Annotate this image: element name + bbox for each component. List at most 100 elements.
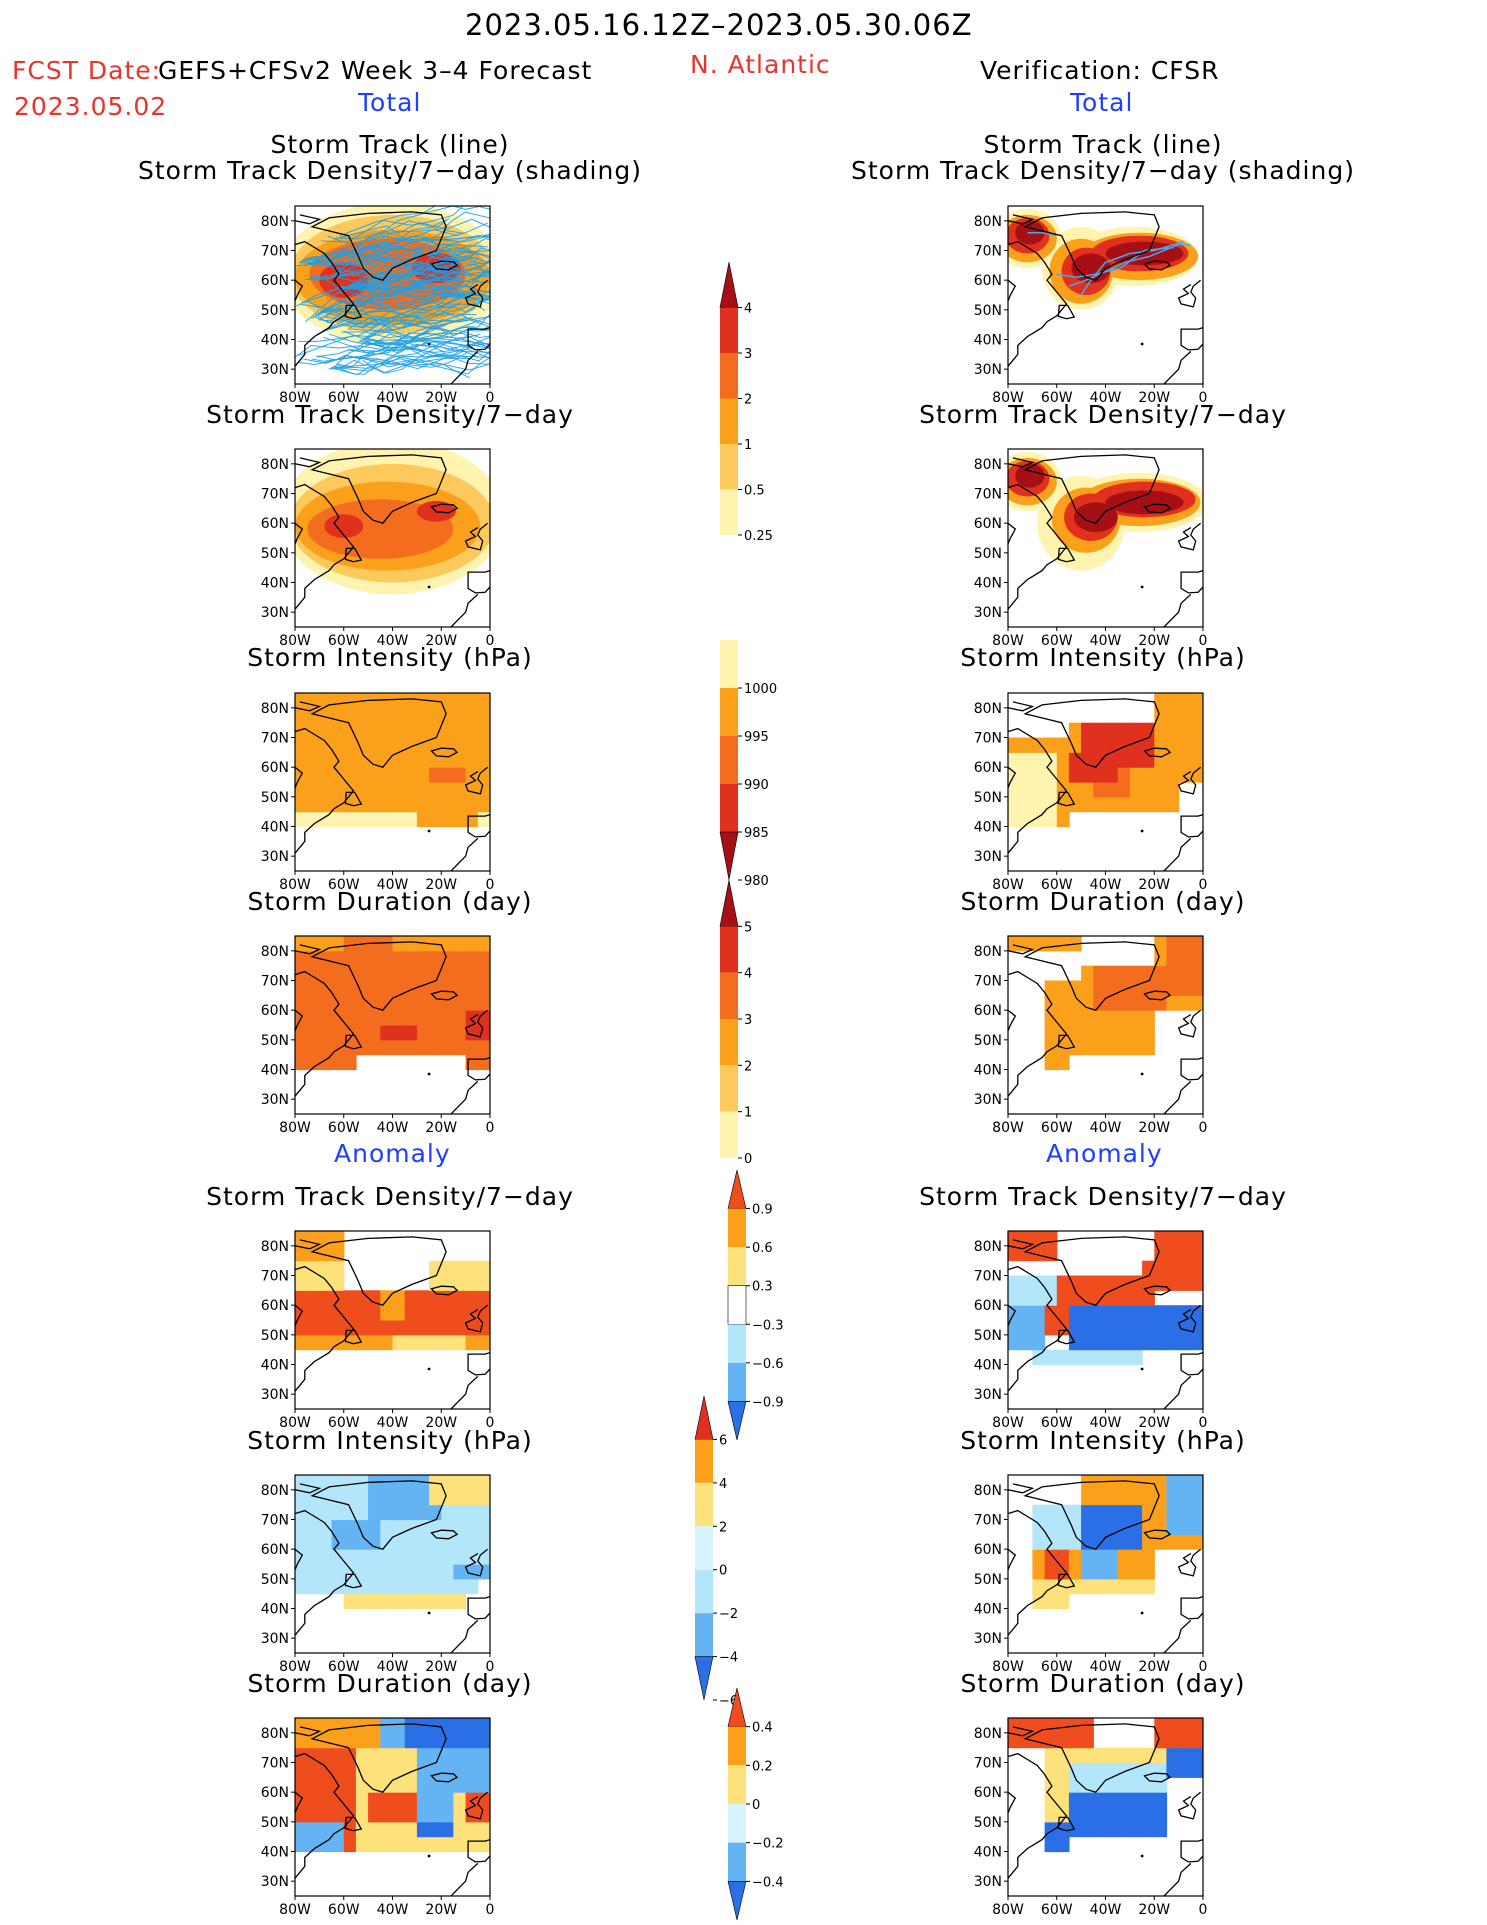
grid-cell [416, 1836, 430, 1853]
grid-cell [1178, 1534, 1192, 1550]
grid-cell [392, 1836, 406, 1853]
lon-label: 20W [425, 633, 457, 649]
grid-cell [1081, 1519, 1094, 1535]
grid-cell [1117, 1039, 1131, 1056]
lon-label: 40W [377, 390, 409, 406]
storm-track-line [339, 235, 490, 261]
grid-cell [355, 965, 369, 982]
grid-cell [416, 722, 430, 739]
lon-label: 80W [279, 390, 311, 406]
grid-cell [1178, 707, 1192, 724]
grid-cell [380, 1489, 394, 1506]
lon-label: 60W [1041, 1902, 1073, 1918]
grid-cell [392, 1475, 406, 1491]
grid-cell [404, 1549, 418, 1565]
grid-cell [416, 1320, 430, 1336]
lat-label: 80N [261, 1726, 289, 1742]
grid-cell [1032, 796, 1046, 813]
grid-cell [1190, 1732, 1203, 1749]
grid-cell [307, 1762, 320, 1778]
lon-label: 60W [328, 1659, 360, 1675]
grid-cell [404, 752, 418, 768]
grid-cell [465, 722, 479, 739]
lat-label: 70N [261, 731, 289, 747]
grid-cell [307, 1275, 320, 1291]
grid-cell [331, 1231, 345, 1247]
verification-label: Verification: CFSR [980, 56, 1220, 85]
grid-cell [319, 1275, 333, 1291]
grid-cell [1129, 1349, 1143, 1366]
colorbar-segment [695, 1613, 713, 1657]
grid-cell [453, 1039, 467, 1056]
grid-cell [1166, 1762, 1180, 1778]
grid-cell [441, 1305, 455, 1321]
grid-cell [1190, 1762, 1203, 1778]
storm-track-line [352, 293, 490, 305]
africa-coastline [1163, 1862, 1192, 1897]
grid-cell [1093, 1519, 1107, 1535]
grid-cell [1008, 752, 1021, 768]
iceland-coastline [1143, 990, 1172, 1001]
grid-cell [343, 1549, 357, 1565]
grid-cell [380, 722, 394, 739]
grid-cell [477, 811, 490, 828]
grid-cell [429, 1549, 442, 1565]
grid-cell [392, 1519, 406, 1535]
grid-cell [307, 1807, 320, 1823]
grid-cell [380, 1290, 394, 1306]
grid-cell [1105, 1549, 1119, 1565]
greenland-coastline [1023, 941, 1160, 1011]
title-anom-intensity-left: Storm Intensity (hPa) [247, 1426, 533, 1455]
grid-cell [331, 1054, 345, 1071]
grid-cell [404, 995, 418, 1011]
grid-cell [453, 995, 467, 1011]
grid-cell [404, 1578, 418, 1595]
grid-cell [1154, 1792, 1168, 1808]
grid-cell [380, 1305, 394, 1321]
grid-cell [380, 1762, 394, 1778]
grid-cell [1068, 737, 1082, 753]
grid-cell [477, 1534, 490, 1550]
grid-cell [1008, 936, 1021, 952]
grid-cell [1105, 767, 1119, 783]
grid-cell [1166, 950, 1180, 967]
lat-label: 60N [974, 1785, 1002, 1801]
grid-cell [1093, 1777, 1107, 1793]
grid-cell [1020, 782, 1033, 798]
newfoundland-coastline [344, 1573, 363, 1589]
grid-cell [441, 1504, 455, 1521]
grid-cell [307, 965, 320, 982]
grid-cell [1068, 995, 1082, 1011]
grid-cell [1154, 1320, 1168, 1336]
grid-cell [453, 1275, 467, 1291]
lat-label: 40N [261, 820, 289, 836]
grid-cell [1093, 1025, 1107, 1041]
grid-cell [1056, 1275, 1070, 1291]
grid-cell [380, 965, 394, 982]
arctic-islands-coastline [1007, 1726, 1035, 1737]
title-density-left: Storm Track Density/7−day [206, 400, 574, 429]
africa-coastline [450, 350, 479, 385]
colorbar-segment [720, 640, 738, 688]
grid-cell [1093, 1534, 1107, 1550]
grid-cell [1154, 1334, 1168, 1351]
iceland-coastline [430, 1285, 459, 1296]
british-isles-coastline [1177, 1009, 1202, 1038]
title-track-line-left: Storm Track (line) [270, 130, 510, 159]
grid-cell [1166, 693, 1180, 709]
grid-cell [295, 1777, 308, 1793]
grid-cell [1032, 1305, 1046, 1321]
grid-cell [1142, 1320, 1155, 1336]
grid-cell [1081, 1489, 1094, 1506]
grid-cell [1190, 1260, 1203, 1277]
grid-cell [355, 995, 369, 1011]
grid-cell [319, 1320, 333, 1336]
grid-cell [1154, 767, 1168, 783]
grid-cell [1166, 1231, 1180, 1247]
grid-cell [441, 1334, 455, 1351]
grid-cell [477, 1718, 490, 1734]
colorbar-segment [720, 1111, 738, 1158]
grid-cell [295, 1489, 308, 1506]
grid-cell [380, 1320, 394, 1336]
storm-track-line [323, 336, 490, 350]
